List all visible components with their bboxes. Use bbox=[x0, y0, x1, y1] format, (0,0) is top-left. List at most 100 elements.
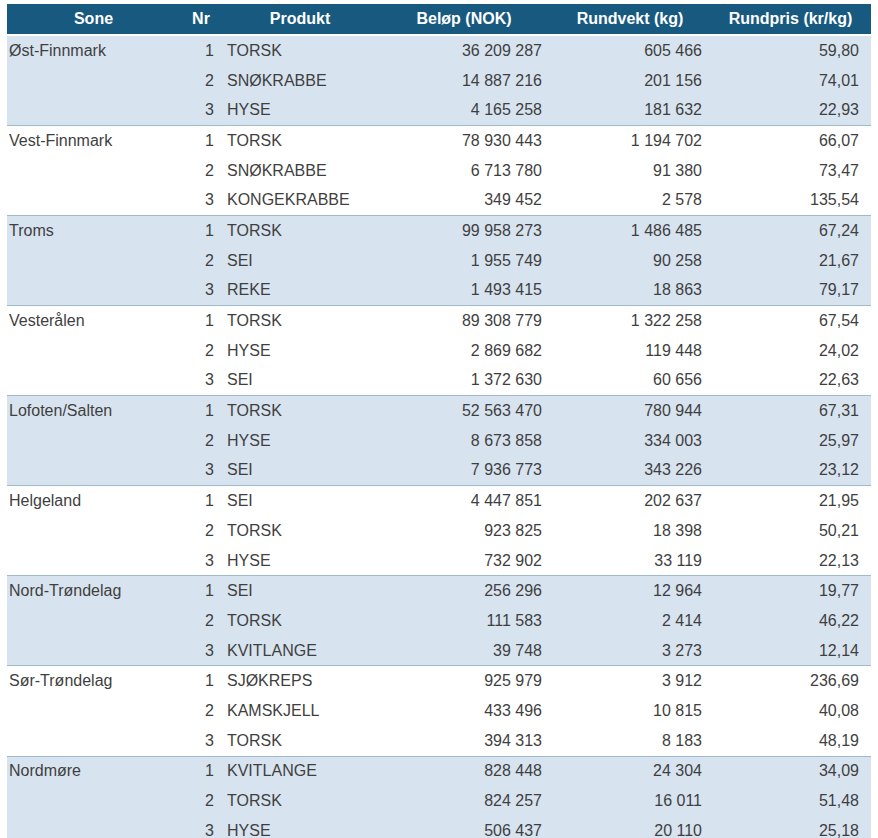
product-cell: SEI bbox=[222, 366, 378, 396]
amount-cell: 256 296 bbox=[378, 576, 550, 606]
weight-cell: 1 322 258 bbox=[550, 306, 710, 336]
amount-cell: 52 563 470 bbox=[378, 396, 550, 426]
table-row: Vest-Finnmark1TORSK78 930 4431 194 70266… bbox=[7, 126, 871, 156]
zone-cell: Nordmøre bbox=[7, 756, 180, 786]
price-cell: 21,95 bbox=[710, 486, 871, 516]
rank-cell: 2 bbox=[180, 336, 222, 366]
zone-cell bbox=[7, 726, 180, 756]
price-cell: 46,22 bbox=[710, 606, 871, 636]
amount-cell: 6 713 780 bbox=[378, 156, 550, 186]
product-cell: HYSE bbox=[222, 546, 378, 576]
product-cell: KVITLANGE bbox=[222, 756, 378, 786]
rank-cell: 3 bbox=[180, 456, 222, 486]
price-cell: 40,08 bbox=[710, 696, 871, 726]
table-row: 3SEI7 936 773343 22623,12 bbox=[7, 456, 871, 486]
weight-cell: 181 632 bbox=[550, 95, 710, 125]
weight-cell: 33 119 bbox=[550, 546, 710, 576]
weight-cell: 16 011 bbox=[550, 786, 710, 816]
price-cell: 67,54 bbox=[710, 306, 871, 336]
zone-cell bbox=[7, 95, 180, 125]
zone-cell: Vest-Finnmark bbox=[7, 126, 180, 156]
amount-cell: 349 452 bbox=[378, 185, 550, 215]
table-row: 2TORSK824 25716 01151,48 bbox=[7, 786, 871, 816]
rank-cell: 2 bbox=[180, 426, 222, 456]
price-cell: 22,93 bbox=[710, 95, 871, 125]
table-body: Øst-Finnmark1TORSK36 209 287605 46659,80… bbox=[7, 35, 871, 838]
product-cell: HYSE bbox=[222, 336, 378, 366]
rank-cell: 3 bbox=[180, 185, 222, 215]
product-cell: TORSK bbox=[222, 216, 378, 246]
weight-cell: 343 226 bbox=[550, 456, 710, 486]
product-cell: SNØKRABBE bbox=[222, 66, 378, 96]
rank-cell: 1 bbox=[180, 396, 222, 426]
amount-cell: 99 958 273 bbox=[378, 216, 550, 246]
product-cell: TORSK bbox=[222, 396, 378, 426]
zone-cell: Sør-Trøndelag bbox=[7, 666, 180, 696]
weight-cell: 780 944 bbox=[550, 396, 710, 426]
amount-cell: 506 437 bbox=[378, 816, 550, 838]
amount-cell: 89 308 779 bbox=[378, 306, 550, 336]
amount-cell: 1 493 415 bbox=[378, 276, 550, 306]
rank-cell: 2 bbox=[180, 246, 222, 276]
product-cell: TORSK bbox=[222, 786, 378, 816]
price-cell: 51,48 bbox=[710, 786, 871, 816]
table-row: Øst-Finnmark1TORSK36 209 287605 46659,80 bbox=[7, 35, 871, 66]
product-cell: KAMSKJELL bbox=[222, 696, 378, 726]
weight-cell: 91 380 bbox=[550, 156, 710, 186]
rank-cell: 1 bbox=[180, 576, 222, 606]
weight-cell: 1 194 702 bbox=[550, 126, 710, 156]
price-cell: 25,97 bbox=[710, 426, 871, 456]
weight-cell: 334 003 bbox=[550, 426, 710, 456]
price-cell: 67,24 bbox=[710, 216, 871, 246]
zone-cell bbox=[7, 606, 180, 636]
amount-cell: 925 979 bbox=[378, 666, 550, 696]
rank-cell: 3 bbox=[180, 366, 222, 396]
zone-cell: Lofoten/Salten bbox=[7, 396, 180, 426]
rank-cell: 1 bbox=[180, 216, 222, 246]
weight-cell: 2 578 bbox=[550, 185, 710, 215]
amount-cell: 1 372 630 bbox=[378, 366, 550, 396]
zone-cell bbox=[7, 336, 180, 366]
weight-cell: 1 486 485 bbox=[550, 216, 710, 246]
price-cell: 67,31 bbox=[710, 396, 871, 426]
price-cell: 25,18 bbox=[710, 816, 871, 838]
amount-cell: 923 825 bbox=[378, 516, 550, 546]
price-cell: 66,07 bbox=[710, 126, 871, 156]
price-cell: 50,21 bbox=[710, 516, 871, 546]
rank-cell: 2 bbox=[180, 516, 222, 546]
table-row: 2KAMSKJELL433 49610 81540,08 bbox=[7, 696, 871, 726]
product-cell: TORSK bbox=[222, 606, 378, 636]
amount-cell: 1 955 749 bbox=[378, 246, 550, 276]
zone-cell bbox=[7, 816, 180, 838]
product-cell: SNØKRABBE bbox=[222, 156, 378, 186]
rank-cell: 1 bbox=[180, 126, 222, 156]
amount-cell: 732 902 bbox=[378, 546, 550, 576]
weight-cell: 24 304 bbox=[550, 756, 710, 786]
zone-cell: Øst-Finnmark bbox=[7, 35, 180, 66]
table-header: Sone Nr Produkt Beløp (NOK) Rundvekt (kg… bbox=[7, 4, 871, 35]
price-cell: 135,54 bbox=[710, 185, 871, 215]
amount-cell: 14 887 216 bbox=[378, 66, 550, 96]
weight-cell: 201 156 bbox=[550, 66, 710, 96]
table-row: 2SEI1 955 74990 25821,67 bbox=[7, 246, 871, 276]
amount-cell: 824 257 bbox=[378, 786, 550, 816]
weight-cell: 12 964 bbox=[550, 576, 710, 606]
column-header-produkt: Produkt bbox=[222, 4, 378, 35]
pivot-table: Sone Nr Produkt Beløp (NOK) Rundvekt (kg… bbox=[7, 4, 871, 838]
price-cell: 22,13 bbox=[710, 546, 871, 576]
weight-cell: 60 656 bbox=[550, 366, 710, 396]
rank-cell: 1 bbox=[180, 306, 222, 336]
weight-cell: 90 258 bbox=[550, 246, 710, 276]
column-header-sone: Sone bbox=[7, 4, 180, 35]
table-row: Nord-Trøndelag1SEI256 29612 96419,77 bbox=[7, 576, 871, 606]
price-cell: 23,12 bbox=[710, 456, 871, 486]
column-header-rundpris: Rundpris (kr/kg) bbox=[710, 4, 871, 35]
zone-cell bbox=[7, 426, 180, 456]
product-cell: TORSK bbox=[222, 35, 378, 66]
product-cell: TORSK bbox=[222, 516, 378, 546]
rank-cell: 2 bbox=[180, 696, 222, 726]
report-area: Sone Nr Produkt Beløp (NOK) Rundvekt (kg… bbox=[0, 0, 878, 838]
amount-cell: 433 496 bbox=[378, 696, 550, 726]
rank-cell: 2 bbox=[180, 606, 222, 636]
zone-cell bbox=[7, 696, 180, 726]
